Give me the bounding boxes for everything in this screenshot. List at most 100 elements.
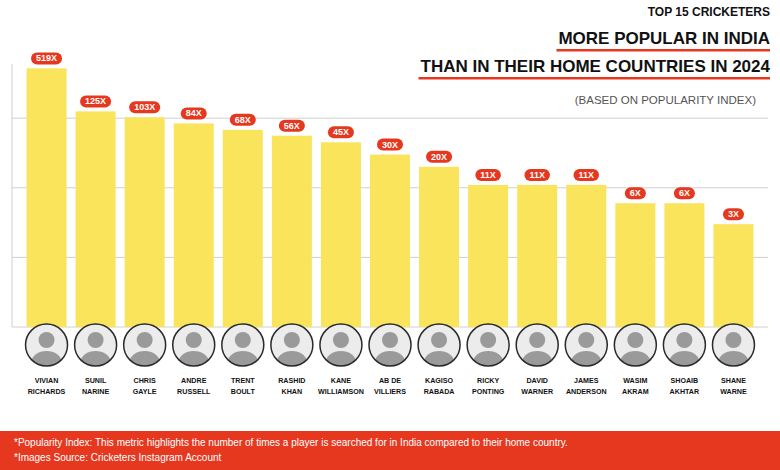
avatar-head [676, 332, 692, 348]
avatar-silhouette [718, 332, 748, 373]
avatar [75, 324, 117, 373]
data-label-bg [524, 169, 550, 181]
avatar-body [424, 351, 454, 373]
title-underline [556, 49, 770, 52]
data-labels: 519X125X103X84X68X56X45X30X20X11X11X11X6… [31, 52, 744, 220]
avatar-ring [418, 324, 460, 366]
avatar-head [578, 332, 594, 348]
avatar [271, 324, 313, 373]
avatar-ring [369, 324, 411, 366]
avatar-ring [222, 324, 264, 366]
bars [27, 68, 754, 327]
avatar-body [473, 351, 503, 373]
data-label: 84X [186, 108, 202, 118]
data-label-bg [426, 151, 452, 163]
data-label: 103X [134, 102, 155, 112]
avatar-ring [320, 324, 362, 366]
avatar-head [725, 332, 741, 348]
footnote: *Images Source: Cricketers Instagram Acc… [14, 452, 222, 463]
avatar-silhouette [179, 332, 209, 373]
title-line: THAN IN THEIR HOME COUNTRIES IN 2024 [421, 57, 771, 76]
avatar-head [186, 332, 202, 348]
data-label-bg [31, 52, 62, 64]
avatar-ring [271, 324, 313, 366]
data-label-bg [129, 101, 160, 113]
category-label: DAVIDWARNER [521, 377, 553, 396]
data-label-bg [674, 187, 695, 199]
avatar [26, 324, 68, 373]
avatar-silhouette [81, 332, 111, 373]
avatar-head [382, 332, 398, 348]
avatar-silhouette [424, 332, 454, 373]
avatar-head [137, 332, 153, 348]
data-label-bg [181, 107, 207, 119]
avatar-head [88, 332, 104, 348]
avatar [614, 324, 656, 373]
grid [12, 118, 768, 327]
avatar-body [669, 351, 699, 373]
bar [125, 117, 165, 327]
avatar [663, 324, 705, 373]
data-label-bg [328, 126, 354, 138]
avatar [124, 324, 166, 373]
avatar [467, 324, 509, 373]
bar [27, 68, 67, 327]
names: VIVIANRICHARDSSUNILNARINECHRISGAYLEANDRE… [28, 377, 747, 396]
avatar-head [529, 332, 545, 348]
avatar [222, 324, 264, 373]
avatar [369, 324, 411, 373]
data-label: 20X [431, 152, 447, 162]
data-label: 30X [382, 140, 398, 150]
avatar-body [179, 351, 209, 373]
data-label-bg [625, 187, 646, 199]
avatar-ring [614, 324, 656, 366]
avatar-body [522, 351, 552, 373]
data-label: 11X [480, 170, 496, 180]
category-label: CHRISGAYLE [133, 377, 157, 396]
data-label: 56X [284, 121, 300, 131]
avatar-body [277, 351, 307, 373]
avatar-head [39, 332, 55, 348]
data-label-bg [230, 114, 256, 126]
data-label: 3X [728, 209, 739, 219]
avatar-silhouette [32, 332, 62, 373]
background [0, 0, 780, 470]
avatar-body [326, 351, 356, 373]
bar [272, 136, 312, 327]
avatar-body [620, 351, 650, 373]
avatar-ring [712, 324, 754, 366]
category-label: KAGISORABADA [424, 377, 455, 396]
data-label: 45X [333, 127, 349, 137]
data-label: 11X [529, 170, 545, 180]
avatar-silhouette [620, 332, 650, 373]
title-underline [419, 77, 771, 80]
avatar-ring [663, 324, 705, 366]
avatar-ring [173, 324, 215, 366]
avatar [418, 324, 460, 373]
bar [664, 203, 704, 327]
avatar-ring [26, 324, 68, 366]
category-label: RASHIDKHAN [278, 377, 305, 396]
avatar-ring [516, 324, 558, 366]
bar [566, 185, 606, 327]
bar [713, 224, 753, 327]
avatar-silhouette [473, 332, 503, 373]
bar [321, 142, 361, 327]
footer-banner [0, 431, 780, 470]
data-label: 6X [630, 188, 641, 198]
category-label: TRENTBOULT [231, 377, 256, 396]
category-label: JAMESANDERSON [566, 377, 607, 396]
category-label: SHOAIBAKHTAR [670, 377, 700, 396]
avatar-head [235, 332, 251, 348]
category-label: KANEWILLIAMSON [318, 377, 364, 396]
avatar-body [130, 351, 160, 373]
avatar-silhouette [669, 332, 699, 373]
data-label-bg [279, 120, 305, 132]
data-label: 6X [679, 188, 690, 198]
avatar-silhouette [571, 332, 601, 373]
kicker: TOP 15 CRICKETERS [648, 5, 770, 19]
avatar-silhouette [375, 332, 405, 373]
avatar [516, 324, 558, 373]
avatar-head [480, 332, 496, 348]
subtitle: (BASED ON POPULARITY INDEX) [575, 94, 756, 106]
